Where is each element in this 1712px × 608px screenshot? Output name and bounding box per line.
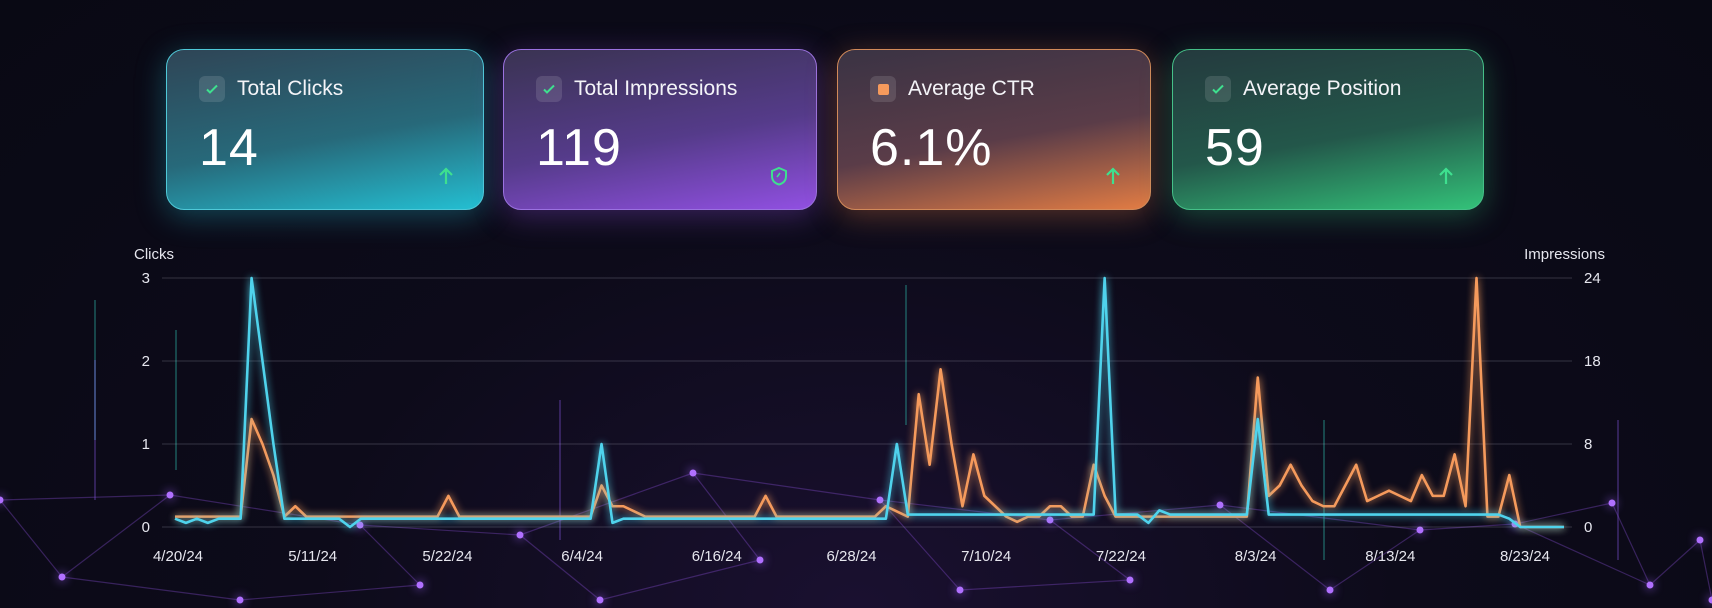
- network-link: [1611, 502, 1651, 586]
- right-axis-label: Impressions: [1524, 246, 1605, 263]
- total-clicks-card[interactable]: Total Clicks 14: [166, 49, 484, 210]
- arrow-up-icon: [439, 167, 453, 184]
- network-link: [0, 499, 63, 578]
- x-tick-label: 6/16/24: [692, 548, 742, 565]
- network-link: [959, 579, 1131, 591]
- network-link: [1699, 539, 1712, 601]
- network-link: [0, 494, 171, 501]
- network-node: [58, 573, 66, 581]
- total-impressions-card[interactable]: Total Impressions 119: [503, 49, 817, 210]
- right-tick-label: 8: [1584, 436, 1592, 453]
- x-tick-label: 6/4/24: [561, 548, 603, 565]
- network-node: [416, 581, 424, 589]
- network-link: [359, 524, 521, 536]
- network-node: [356, 521, 364, 529]
- average-position-card[interactable]: Average Position 59: [1172, 49, 1484, 210]
- card-title: Average Position: [1243, 77, 1402, 100]
- network-link: [61, 494, 171, 578]
- clicks-series-line: [174, 276, 1564, 529]
- average-ctr-card[interactable]: Average CTR 6.1%: [837, 49, 1151, 210]
- x-tick-label: 8/23/24: [1500, 548, 1550, 565]
- network-link: [61, 576, 241, 601]
- right-tick-label: 24: [1584, 270, 1601, 287]
- network-node: [876, 496, 884, 504]
- network-node: [1708, 596, 1712, 604]
- card-title: Total Impressions: [574, 77, 738, 100]
- left-tick-label: 0: [142, 519, 150, 536]
- network-node: [689, 469, 697, 477]
- network-node: [1416, 526, 1424, 534]
- arrow-up-icon: [1439, 167, 1453, 184]
- network-link: [519, 534, 601, 601]
- left-axis-label: Clicks: [134, 246, 174, 263]
- arrow-up-icon: [1106, 167, 1120, 184]
- network-link: [1514, 523, 1651, 586]
- network-node: [1326, 586, 1334, 594]
- left-tick-label: 3: [142, 270, 150, 287]
- card-title: Total Clicks: [237, 77, 344, 100]
- x-tick-label: 6/28/24: [826, 548, 876, 565]
- x-tick-label: 5/22/24: [422, 548, 472, 565]
- left-tick-label: 2: [142, 353, 150, 370]
- network-node: [236, 596, 244, 604]
- network-link: [359, 524, 421, 586]
- card-title: Average CTR: [908, 77, 1035, 100]
- network-node: [516, 531, 524, 539]
- square-icon[interactable]: [870, 76, 896, 102]
- x-tick-label: 5/11/24: [288, 548, 337, 565]
- network-node: [1608, 499, 1616, 507]
- x-tick-label: 7/10/24: [961, 548, 1011, 565]
- network-node: [1046, 516, 1054, 524]
- network-link: [1649, 539, 1701, 586]
- right-tick-label: 0: [1584, 519, 1592, 536]
- network-node: [596, 596, 604, 604]
- network-link: [1329, 529, 1421, 591]
- check-icon[interactable]: [1205, 76, 1231, 102]
- impressions-series-line: [175, 276, 1564, 529]
- network-node: [1216, 501, 1224, 509]
- right-tick-label: 18: [1584, 353, 1601, 370]
- card-value: 14: [199, 119, 259, 177]
- network-node: [1646, 581, 1654, 589]
- network-link: [1049, 519, 1131, 581]
- x-tick-label: 8/13/24: [1365, 548, 1415, 565]
- network-node: [1126, 576, 1134, 584]
- shield-icon: [771, 166, 787, 186]
- network-node: [756, 556, 764, 564]
- network-node: [166, 491, 174, 499]
- network-link: [879, 499, 961, 591]
- check-icon[interactable]: [536, 76, 562, 102]
- card-value: 119: [536, 119, 622, 177]
- x-tick-label: 7/22/24: [1096, 548, 1146, 565]
- network-node: [1696, 536, 1704, 544]
- network-link: [692, 472, 881, 501]
- network-link: [599, 559, 761, 601]
- network-node: [0, 496, 4, 504]
- network-link: [1514, 502, 1613, 525]
- x-tick-label: 4/20/24: [153, 548, 203, 565]
- network-link: [239, 584, 421, 601]
- card-value: 59: [1205, 119, 1265, 177]
- card-value: 6.1%: [870, 119, 993, 177]
- network-node: [956, 586, 964, 594]
- left-tick-label: 1: [142, 436, 150, 453]
- network-link: [1419, 523, 1516, 531]
- x-tick-label: 8/3/24: [1235, 548, 1277, 565]
- network-link: [1219, 504, 1421, 531]
- check-icon[interactable]: [199, 76, 225, 102]
- network-link: [519, 472, 694, 536]
- network-link: [1219, 504, 1331, 591]
